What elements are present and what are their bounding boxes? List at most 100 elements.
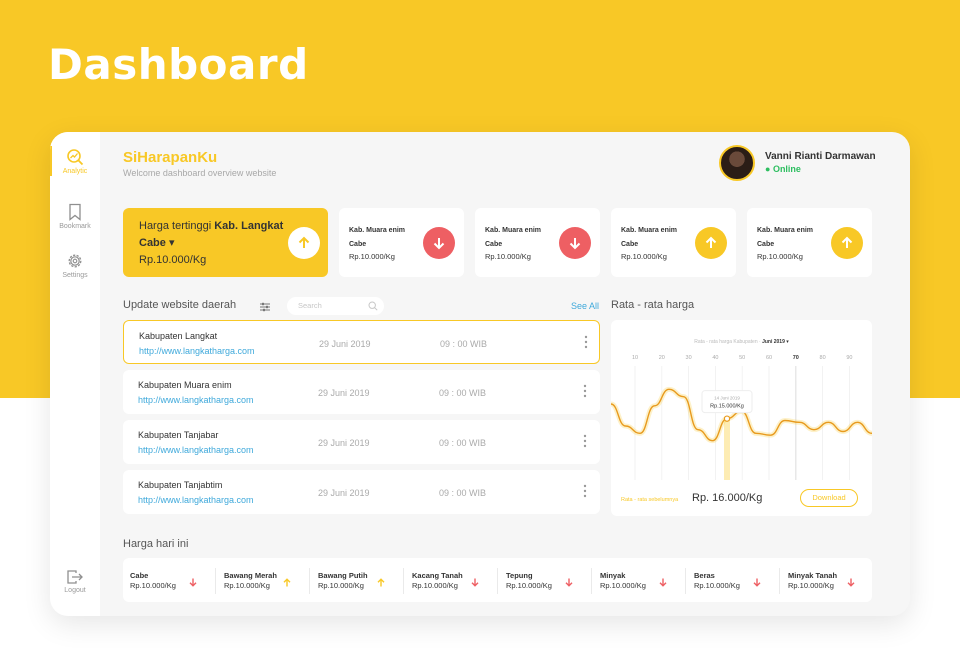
stat-commodity: Cabe [621,241,639,248]
price-item-value: Rp.10.000/Kg [318,581,364,590]
logout-icon [67,570,83,584]
active-indicator [50,146,52,176]
sidebar-item-label: Analytic [62,168,88,175]
stat-card[interactable]: Kab. Muara enim Cabe Rp.10.000/Kg [611,208,736,277]
stat-card[interactable]: Kab. Muara enim Cabe Rp.10.000/Kg [475,208,600,277]
tooltip-value: Rp.15.000/Kg [710,404,744,410]
filter-icon [260,302,270,312]
trend-up-button[interactable] [831,227,863,259]
sidebar-item-settings[interactable]: Settings [50,252,100,279]
price-item-name: Minyak Tanah [788,571,838,580]
list-item[interactable]: Kabupaten Tanjabar http://www.langkathar… [123,420,600,464]
analytic-icon [67,149,84,166]
user-name: Vanni Rianti Darmawan [765,151,876,162]
stat-region-text: Kab. Muara enim [349,227,406,234]
chart-title: Rata - rata harga [611,299,695,311]
highlight-price: Rp.10.000/Kg [139,254,207,266]
separator [685,568,686,594]
avg-value: Rp. 16.000/Kg [692,492,763,504]
arrow-up-icon [298,236,310,248]
sidebar-item-analytic[interactable]: Analytic [50,148,100,175]
row-url[interactable]: http://www.langkatharga.com [138,395,254,405]
separator [215,568,216,594]
stat-price: Rp.10.000/Kg [621,252,667,261]
price-item[interactable]: Beras Rp.10.000/Kg [687,558,781,602]
brand-subtitle: Welcome dashboard overview website [123,168,277,178]
avatar[interactable] [719,145,755,181]
row-kabupaten: Kabupaten Muara enim [138,380,232,390]
price-item-value: Rp.10.000/Kg [600,581,646,590]
gear-icon [68,254,82,268]
highlight-region: Kab. Langkat [214,220,284,232]
price-item-name: Cabe [130,571,149,580]
search-input[interactable]: Search [287,297,384,315]
x-tick-label: 40 [712,355,718,361]
price-item-name: Kacang Tanah [412,571,463,580]
sidebar-item-label: Bookmark [59,223,91,230]
price-item-name: Bawang Putih [318,571,368,580]
price-item[interactable]: Minyak Rp.10.000/Kg [593,558,687,602]
separator [309,568,310,594]
stat-price: Rp.10.000/Kg [757,252,803,261]
price-item-value: Rp.10.000/Kg [694,581,740,590]
price-item[interactable]: Tepung Rp.10.000/Kg [499,558,593,602]
price-item-value: Rp.10.000/Kg [506,581,552,590]
chart-card: 10203040506070809010014 Juni 2019Rp.15.0… [611,320,872,516]
list-item[interactable]: Kabupaten Tanjabtim http://www.langkatha… [123,470,600,514]
separator [497,568,498,594]
see-all-link[interactable]: See All [571,301,600,311]
trend-down-button[interactable] [559,227,591,259]
list-item[interactable]: Kabupaten Langkat http://www.langkatharg… [123,320,600,364]
sidebar-item-label: Settings [62,272,88,279]
trend-down-button[interactable] [423,227,455,259]
row-url[interactable]: http://www.langkatharga.com [139,346,255,356]
period-dropdown[interactable]: Juni 2019 ▾ [762,339,789,345]
more-options-icon[interactable] [583,484,587,498]
chart-header-label: Rata - rata harga Kabupaten [694,339,758,345]
stat-region-text: Kab. Muara enim [485,227,542,234]
row-kabupaten: Kabupaten Langkat [139,331,218,341]
stat-card[interactable]: Kab. Muara enim Cabe Rp.10.000/Kg [747,208,872,277]
price-item[interactable]: Bawang Putih Rp.10.000/Kg [311,558,405,602]
price-item[interactable]: Minyak Tanah Rp.10.000/Kg [781,558,875,602]
row-url[interactable]: http://www.langkatharga.com [138,445,254,455]
separator [591,568,592,594]
dashboard-window: Analytic Bookmark Settings Logout [50,132,910,616]
user-status: ● Online [765,164,801,174]
download-button[interactable]: Download [800,489,858,507]
bookmark-icon [69,203,81,221]
tooltip-box [701,390,753,414]
line-chart[interactable]: 10203040506070809010014 Juni 2019Rp.15.0… [611,320,872,516]
avg-label: Rata - rata sebelumnya [621,497,679,503]
price-item[interactable]: Bawang Merah Rp.10.000/Kg [217,558,311,602]
arrow-down-icon [471,574,479,592]
harga-title: Harga hari ini [123,538,189,550]
trend-up-button[interactable] [288,227,320,259]
list-item[interactable]: Kabupaten Muara enim http://www.langkath… [123,370,600,414]
search-placeholder: Search [298,301,322,310]
row-kabupaten: Kabupaten Tanjabtim [138,480,223,490]
filter-button[interactable] [259,300,271,318]
row-date: 29 Juni 2019 [318,488,370,498]
user-status-text: Online [772,164,801,174]
updates-title: Update website daerah [123,299,237,311]
trend-up-button[interactable] [695,227,727,259]
page-heading: Dashboard [48,40,309,89]
stat-commodity: Cabe [757,241,775,248]
arrow-up-icon [377,574,385,592]
commodity-dropdown[interactable]: Cabe ▾ [139,236,175,249]
row-url[interactable]: http://www.langkatharga.com [138,495,254,505]
stat-card[interactable]: Kab. Muara enim Cabe Rp.10.000/Kg [339,208,464,277]
stat-price: Rp.10.000/Kg [485,252,531,261]
logout-button[interactable]: Logout [50,569,100,594]
price-item-name: Minyak [600,571,626,580]
x-tick-label: 90 [846,355,852,361]
x-tick-label: 20 [659,355,665,361]
more-options-icon[interactable] [583,434,587,448]
sidebar-item-bookmark[interactable]: Bookmark [50,203,100,230]
price-item[interactable]: Cabe Rp.10.000/Kg [123,558,217,602]
more-options-icon[interactable] [583,384,587,398]
price-item[interactable]: Kacang Tanah Rp.10.000/Kg [405,558,499,602]
more-options-icon[interactable] [584,335,588,349]
highlight-card[interactable]: Harga tertinggi Kab. Langkat Cabe ▾ Rp.1… [123,208,328,277]
